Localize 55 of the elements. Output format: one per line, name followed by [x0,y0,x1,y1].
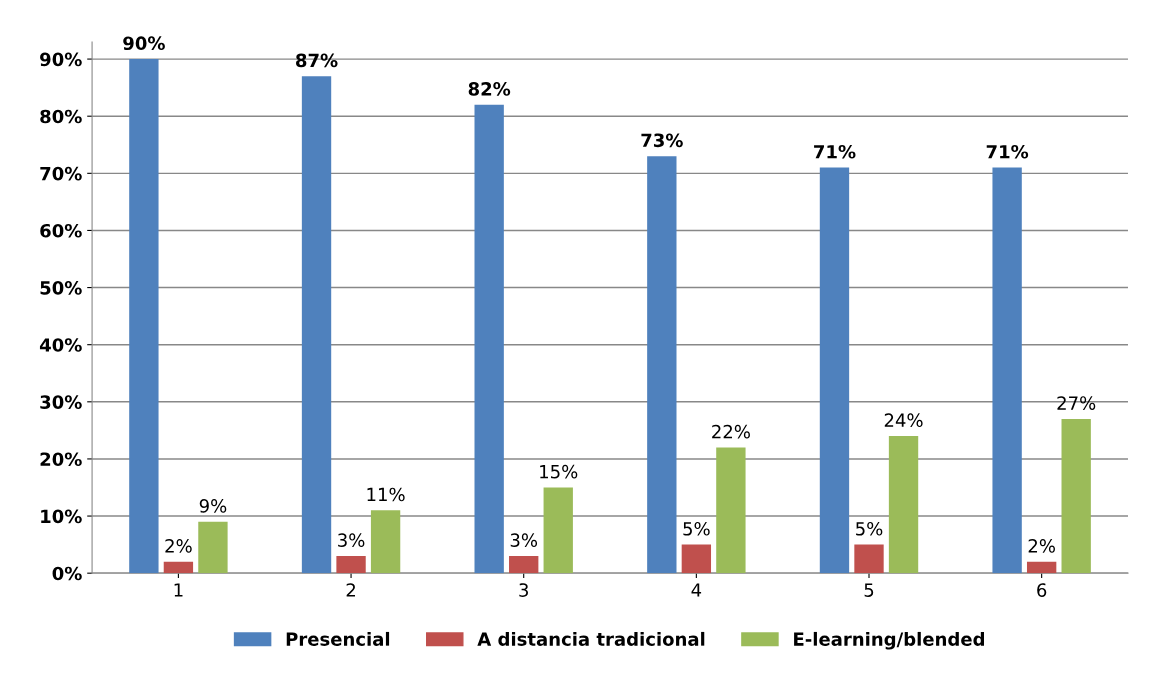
data-label: 73% [641,133,683,148]
y-tick-label: 20% [40,452,82,467]
x-tick-label: 6 [1037,583,1047,597]
data-label: 87% [296,53,338,68]
legend-label: E-learning/blended [794,631,984,650]
y-tick-label: 60% [40,223,82,238]
bar [1026,561,1057,574]
data-label: 22% [712,424,750,439]
y-tick-label: 70% [40,166,82,181]
data-label: 71% [986,144,1029,159]
data-label: 2% [1028,539,1055,553]
y-tick-label: 80% [40,109,82,124]
data-label: 5% [683,521,710,536]
data-label: 82% [468,82,511,96]
data-label: 90% [123,36,165,51]
data-label: 15% [540,464,578,479]
data-label: 9% [199,499,227,513]
data-label: 71% [814,144,856,159]
bar [1061,418,1091,574]
bar [992,167,1022,574]
bar [647,156,677,574]
data-label: 3% [338,533,365,547]
y-tick-label: 0% [52,566,82,581]
bar [854,544,884,574]
data-label: 11% [367,487,405,502]
data-label: 3% [510,533,538,547]
x-tick-label: 2 [346,583,355,597]
y-tick-label: 10% [41,509,82,524]
y-tick-label: 40% [39,338,82,352]
data-label: 2% [165,539,192,553]
x-tick-label: 4 [691,583,702,597]
bar [370,510,401,574]
bar [819,167,850,574]
y-tick-label: 90% [40,52,82,67]
bar [509,556,539,574]
bar [716,447,746,574]
x-tick-label: 5 [864,583,874,597]
bar [163,561,194,574]
data-label: 27% [1057,396,1096,410]
data-label: 24% [884,413,923,428]
legend-label: A distancia tradicional [477,631,705,646]
bar [336,556,366,574]
x-tick-label: 3 [519,583,528,597]
legend-label: Presencial [286,631,390,646]
bar [301,76,332,574]
bar [474,104,504,574]
y-tick-label: 50% [40,281,82,295]
y-tick-label: 30% [40,395,82,409]
x-tick-label: 1 [174,583,183,597]
bar [543,487,573,574]
bar [681,544,712,574]
bar [129,59,159,574]
data-label: 5% [856,521,883,536]
bar [198,521,228,574]
bar [888,436,919,574]
